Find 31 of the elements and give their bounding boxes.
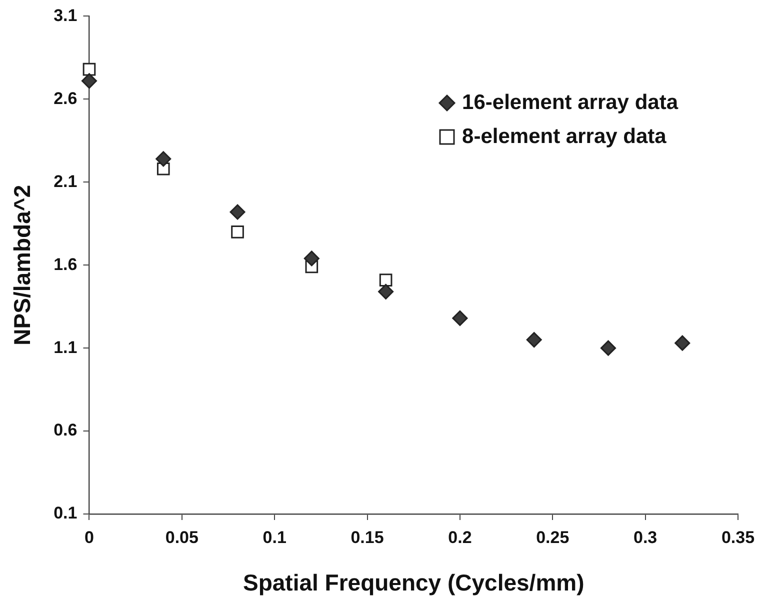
- point: [379, 274, 392, 286]
- point: [452, 310, 468, 326]
- y-tick-label: 0.1: [54, 504, 78, 523]
- point: [304, 250, 320, 266]
- legend-label: 16-element array data: [462, 91, 678, 116]
- point: [156, 151, 172, 167]
- y-axis-title: NPS/lambda^2: [9, 184, 36, 346]
- y-tick-label: 1.6: [54, 254, 78, 274]
- x-tick-label: 0: [84, 528, 94, 547]
- x-tick-label: 0.1: [262, 528, 286, 547]
- point: [231, 226, 244, 238]
- x-tick-label: 0.05: [165, 528, 198, 547]
- point: [600, 340, 616, 356]
- x-tick-label: 0.3: [634, 528, 658, 547]
- point: [378, 284, 394, 300]
- point: [82, 62, 96, 76]
- point: [674, 335, 690, 351]
- y-tick-label: 2.6: [54, 88, 78, 108]
- y-tick-label: 0.6: [54, 420, 78, 440]
- point: [230, 204, 246, 220]
- legend-label: 8-element array data: [462, 125, 666, 150]
- y-tick-label: 2.1: [54, 172, 78, 191]
- point: [526, 332, 542, 348]
- y-tick-label: 3.1: [54, 6, 78, 25]
- x-tick-label: 0.2: [448, 528, 472, 547]
- point: [81, 73, 97, 89]
- x-axis-title: Spatial Frequency (Cycles/mm): [242, 570, 584, 596]
- y-tick-label: 1.1: [54, 338, 78, 357]
- x-tick-label: 0.25: [536, 528, 570, 547]
- x-tick-label: 0.35: [721, 528, 755, 547]
- x-tick-label: 0.15: [350, 528, 384, 547]
